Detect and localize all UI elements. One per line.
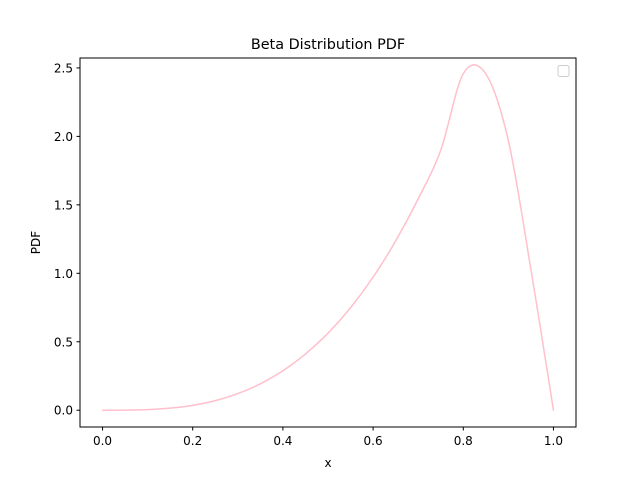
legend-box <box>557 65 570 77</box>
data-point <box>147 409 149 411</box>
data-point <box>237 392 239 395</box>
x-axis-label: x <box>324 456 331 470</box>
data-point <box>395 240 397 242</box>
y-tick-label: 2.5 <box>54 61 73 75</box>
data-point <box>417 198 419 200</box>
x-tick-label: 0.0 <box>93 434 112 448</box>
chart-title: Beta Distribution PDF <box>251 37 405 53</box>
data-point <box>169 407 171 409</box>
x-tick-label: 0.6 <box>364 434 383 448</box>
data-point <box>282 370 284 372</box>
data-point <box>440 149 442 151</box>
x-tick-label: 0.4 <box>273 434 292 448</box>
y-tick-label: 0.5 <box>54 335 73 349</box>
series-layer <box>101 64 555 411</box>
data-point <box>507 140 509 142</box>
data-point <box>327 332 329 334</box>
data-point <box>552 409 555 411</box>
series-line <box>102 64 555 411</box>
data-point <box>259 383 261 385</box>
data-point <box>462 73 464 75</box>
data-point <box>124 409 126 411</box>
data-point <box>214 400 216 402</box>
x-tick-label: 1.0 <box>544 434 563 448</box>
data-point <box>349 307 352 309</box>
x-tick-label: 0.2 <box>183 434 202 448</box>
y-tick-label: 0.0 <box>54 404 73 418</box>
data-point <box>485 73 487 75</box>
data-point <box>192 404 194 406</box>
x-tick-label: 0.8 <box>454 434 473 448</box>
axis-ticks: 0.0 0.2 0.4 0.6 0.8 1.0 0.0 0.5 1.0 1.5 2.0 2.5 <box>54 61 563 448</box>
plot-frame <box>79 57 577 428</box>
data-point <box>304 353 307 355</box>
y-tick-label: 2.0 <box>54 130 73 144</box>
data-point <box>372 276 374 278</box>
y-tick-label: 1.5 <box>54 198 73 212</box>
y-tick-label: 1.0 <box>54 267 73 281</box>
data-point <box>101 409 104 411</box>
y-axis-label: PDF <box>29 231 43 254</box>
data-point <box>530 268 532 270</box>
